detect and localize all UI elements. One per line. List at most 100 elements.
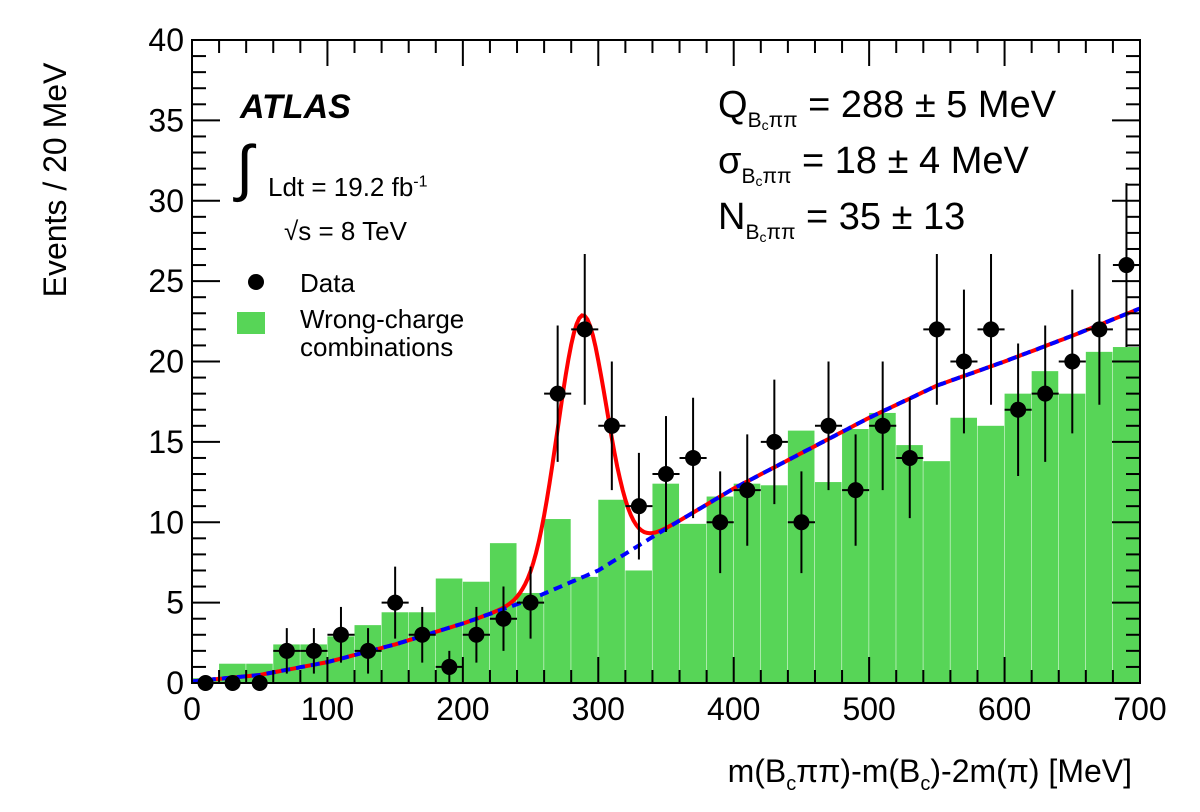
y-tick-label: 35 <box>148 102 184 138</box>
data-point-marker <box>1037 385 1054 402</box>
data-point-marker <box>305 642 322 659</box>
data-point-marker <box>387 594 404 611</box>
data-point <box>408 606 436 663</box>
hist-bar <box>977 425 1005 683</box>
sqrt-icon: √ <box>284 216 299 246</box>
hist-bar <box>1085 351 1113 683</box>
x-tick-label: 100 <box>301 691 354 727</box>
hist-bar <box>1112 347 1140 683</box>
data-point <box>814 361 843 491</box>
y-axis-title: Events / 20 MeV <box>37 62 73 297</box>
y-tick-label: 30 <box>148 183 184 219</box>
hist-bar <box>598 499 625 683</box>
luminosity-label: Ldt = 19.2 fb-1 <box>268 172 428 202</box>
data-point-marker <box>739 482 756 499</box>
y-tick-label: 15 <box>148 424 184 460</box>
y-tick-label: 5 <box>166 585 184 621</box>
data-point-marker <box>630 498 647 515</box>
data-point-marker <box>468 626 485 643</box>
x-tick-label: 200 <box>436 691 489 727</box>
lumi-integral-sign: ∫ <box>236 134 253 203</box>
data-point-marker <box>522 594 539 611</box>
data-point-marker <box>1091 321 1108 338</box>
data-point-marker <box>603 417 620 434</box>
data-point-marker <box>685 449 702 466</box>
x-tick-label: 700 <box>1113 691 1166 727</box>
data-point-marker <box>360 642 377 659</box>
data-point <box>571 253 599 405</box>
hist-bar <box>923 461 950 683</box>
data-point-marker <box>658 466 674 483</box>
data-point <box>950 289 978 434</box>
y-tick-label: 25 <box>148 263 184 299</box>
data-point <box>733 434 761 546</box>
hist-bar <box>1058 393 1086 683</box>
hist-bar <box>571 576 598 683</box>
data-point-marker <box>847 482 864 499</box>
data-point-marker <box>332 626 349 643</box>
y-tick-label: 10 <box>148 504 184 540</box>
data-point <box>354 628 382 674</box>
data-point-marker <box>495 610 512 627</box>
data-point <box>787 471 815 574</box>
x-tick-label: 600 <box>978 691 1031 727</box>
data-point <box>1004 343 1032 477</box>
data-point-marker <box>1064 353 1081 370</box>
x-tick-label: 500 <box>842 691 895 727</box>
x-tick-label: 300 <box>572 691 625 727</box>
data-point-marker <box>414 626 431 643</box>
data-point <box>517 566 545 639</box>
data-point <box>489 586 518 651</box>
data-point-marker <box>1010 401 1027 418</box>
data-point <box>544 325 572 462</box>
data-point <box>842 434 870 546</box>
data-point <box>625 452 653 560</box>
x-tick-label: 400 <box>707 691 760 727</box>
data-point-marker <box>793 514 810 531</box>
data-point-marker <box>901 449 918 466</box>
data-point <box>652 416 680 532</box>
data-point <box>462 606 490 663</box>
legend-data-marker <box>248 274 264 290</box>
data-point-marker <box>441 658 458 675</box>
data-point <box>598 361 626 491</box>
data-point <box>1085 253 1113 405</box>
y-tick-label: 40 <box>148 22 184 58</box>
data-point <box>977 253 1005 405</box>
data-point <box>923 253 951 405</box>
data-point <box>760 379 788 505</box>
data-point <box>896 397 924 519</box>
fit-width-label: σBcππ = 18 ± 4 MeV <box>718 140 1029 189</box>
data-point <box>435 650 463 683</box>
data-point-marker <box>983 321 1000 338</box>
hist-bar <box>814 482 842 683</box>
fit-yield-label: NBcππ = 35 ± 13 <box>718 196 966 245</box>
hist-bar <box>950 417 977 683</box>
x-axis-title: m(Bcππ)-m(Bc)-2m(π) [MeV] <box>728 753 1132 795</box>
data-point-marker <box>928 321 945 338</box>
x-tick-label: 0 <box>183 691 201 727</box>
y-tick-label: 20 <box>148 344 184 380</box>
data-point-marker <box>766 433 783 450</box>
axis-ticks: 0 100 200 300 400 500 600 700 0 5 10 15 20 25 30 35 40 <box>148 22 1166 727</box>
data-point <box>679 397 707 519</box>
hist-bar <box>544 519 571 683</box>
data-point-marker <box>576 321 593 338</box>
data-point <box>1058 289 1086 434</box>
data-point <box>1031 325 1059 462</box>
experiment-label: ATLAS <box>240 88 351 126</box>
energy-label: √s = 8 TeV <box>284 216 407 246</box>
data-point-marker <box>955 353 972 370</box>
data-point <box>327 606 355 663</box>
data-point-marker <box>820 417 837 434</box>
data-point-marker <box>278 642 295 659</box>
hist-bar <box>679 523 707 683</box>
data-point <box>381 566 409 639</box>
data-point-marker <box>712 514 729 531</box>
hist-bar <box>760 485 788 683</box>
data-point-marker <box>549 385 566 402</box>
legend-data-label: Data <box>300 268 355 298</box>
legend-hist-swatch <box>237 312 265 334</box>
data-point <box>273 628 301 674</box>
